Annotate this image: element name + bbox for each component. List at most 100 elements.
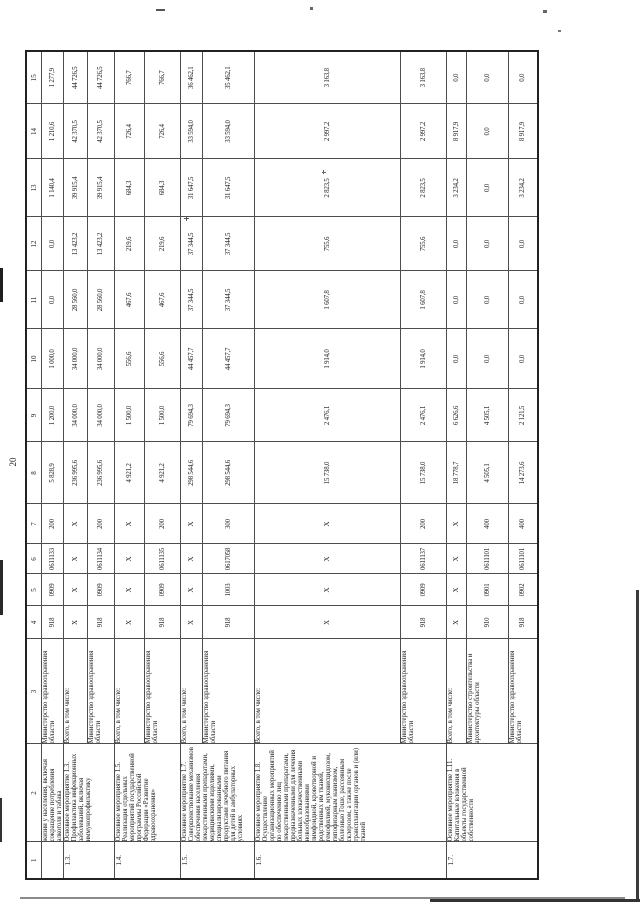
value-cell: 1 000,0 bbox=[41, 329, 63, 389]
value-cell: 1 210,6 bbox=[41, 104, 63, 159]
value-cell: 0,0 bbox=[41, 217, 63, 271]
program-events-table: 1 2 3 4 5 6 7 8 9 10 11 12 13 14 15 жизни у населения, … bbox=[25, 50, 539, 880]
value-cell: 726,4 bbox=[114, 104, 144, 159]
executor-cell: Всего, в том числе: bbox=[180, 639, 202, 744]
code-cell: X bbox=[446, 574, 466, 606]
code-cell: 0611133 bbox=[41, 544, 63, 574]
code-cell: 0909 bbox=[41, 574, 63, 606]
value-cell: 0,0 bbox=[508, 329, 538, 389]
code-cell: 910 bbox=[466, 606, 508, 639]
scan-artifact bbox=[310, 7, 313, 10]
value-cell: 219,6 bbox=[114, 217, 144, 271]
value-cell: 44 726,5 bbox=[87, 51, 114, 104]
value-cell: 34 000,0 bbox=[63, 389, 87, 442]
column-number-cell: 12 bbox=[26, 217, 41, 271]
value-cell: 15 738,0 bbox=[254, 442, 400, 504]
event-name-cell: Основное мероприятие 1.7. Совершенствова… bbox=[180, 744, 254, 842]
value-cell: 35 462,1 bbox=[202, 51, 254, 104]
value-cell: 0,0 bbox=[466, 329, 508, 389]
value-cell: 15 738,0 bbox=[400, 442, 446, 504]
value-cell: 755,6 bbox=[254, 217, 400, 271]
value-cell: 298 544,6 bbox=[202, 442, 254, 504]
value-cell: 556,6 bbox=[144, 329, 180, 389]
code-cell: X bbox=[180, 606, 202, 639]
value-cell: 33 594,0 bbox=[180, 104, 202, 159]
column-number-cell: 8 bbox=[26, 442, 41, 504]
value-cell: 219,6 bbox=[144, 217, 180, 271]
value-cell: 3 234,2 bbox=[446, 159, 466, 217]
value-cell: 2 823,5 bbox=[400, 159, 446, 217]
value-cell: 236 995,6 bbox=[87, 442, 114, 504]
executor-cell: Министерство строительства и архитектуры… bbox=[466, 639, 508, 744]
code-cell: X bbox=[63, 544, 87, 574]
code-cell: X bbox=[180, 574, 202, 606]
code-cell: 400 bbox=[508, 504, 538, 544]
value-cell: 28 560,0 bbox=[87, 271, 114, 329]
code-cell: 0909 bbox=[87, 574, 114, 606]
row-number-cell: 1.4. bbox=[114, 842, 180, 879]
value-cell: 37 344,5 bbox=[180, 271, 202, 329]
code-cell: X bbox=[63, 606, 87, 639]
code-cell: 918 bbox=[87, 606, 114, 639]
value-cell: 4 505,1 bbox=[466, 389, 508, 442]
value-cell: 2 476,1 bbox=[254, 389, 400, 442]
value-cell: 1 200,0 bbox=[41, 389, 63, 442]
value-cell: 1 914,0 bbox=[400, 329, 446, 389]
event-name-cell: Основное мероприятие 1.8. Осуществление … bbox=[254, 744, 446, 842]
value-cell: 766,7 bbox=[144, 51, 180, 104]
scan-artifact bbox=[156, 9, 165, 11]
value-cell: 766,7 bbox=[114, 51, 144, 104]
executor-cell: Министерство здравоохранения области bbox=[87, 639, 114, 744]
code-cell: 200 bbox=[400, 504, 446, 544]
executor-cell: Министерство здравоохранения области bbox=[202, 639, 254, 744]
value-cell: 726,4 bbox=[144, 104, 180, 159]
row-number-cell: 1.5. bbox=[180, 842, 254, 879]
table-row: жизни у населения, включая сокращение по… bbox=[41, 51, 63, 879]
value-cell: 42 370,5 bbox=[63, 104, 87, 159]
value-cell: 4 505,1 bbox=[466, 442, 508, 504]
value-cell: 684,3 bbox=[144, 159, 180, 217]
value-cell: 2 997,2 bbox=[254, 104, 400, 159]
value-cell: 1 500,0 bbox=[144, 389, 180, 442]
value-cell: 4 921,2 bbox=[114, 442, 144, 504]
scan-artifact bbox=[0, 798, 2, 842]
code-cell: X bbox=[114, 606, 144, 639]
code-cell: 918 bbox=[202, 606, 254, 639]
code-cell: 0909 bbox=[144, 574, 180, 606]
value-cell: 42 370,5 bbox=[87, 104, 114, 159]
scan-artifact bbox=[0, 268, 3, 302]
value-cell: 1 277,9 bbox=[41, 51, 63, 104]
executor-cell: Всего, в том числе: bbox=[254, 639, 400, 744]
value-cell: 79 694,3 bbox=[180, 389, 202, 442]
code-cell: X bbox=[114, 504, 144, 544]
scan-artifact bbox=[543, 10, 547, 13]
value-cell: 2 997,2 bbox=[400, 104, 446, 159]
event-name-cell: Основное мероприятие 1.3. Профилактика и… bbox=[63, 744, 114, 842]
code-cell: 0901 bbox=[466, 574, 508, 606]
code-cell: X bbox=[254, 606, 400, 639]
value-cell: 33 594,0 bbox=[202, 104, 254, 159]
code-cell: X bbox=[254, 504, 400, 544]
code-cell: X bbox=[180, 544, 202, 574]
value-cell: 36 462,1 bbox=[180, 51, 202, 104]
table-row: 1.7. Основное мероприятие 1.11. Капитальн… bbox=[446, 51, 538, 879]
event-name-cell: Основное мероприятие 1.11. Капитальные в… bbox=[446, 744, 538, 842]
scan-artifact bbox=[323, 170, 324, 174]
value-cell: 8 917,9 bbox=[508, 104, 538, 159]
scan-artifact bbox=[636, 590, 639, 902]
value-cell: 0,0 bbox=[446, 217, 466, 271]
code-cell: 0611137 bbox=[400, 544, 446, 574]
code-cell: X bbox=[446, 544, 466, 574]
value-cell: 8 917,9 bbox=[446, 104, 466, 159]
value-cell: 3 163,8 bbox=[254, 51, 400, 104]
value-cell: 2 823,5 bbox=[254, 159, 400, 217]
executor-cell: Всего, в том числе: bbox=[114, 639, 144, 744]
code-cell: X bbox=[114, 574, 144, 606]
event-name-cell: Основное мероприятие 1.5. Реализация отд… bbox=[114, 744, 180, 842]
value-cell: 13 423,2 bbox=[63, 217, 87, 271]
value-cell: 18 778,7 bbox=[446, 442, 466, 504]
value-cell: 39 915,4 bbox=[87, 159, 114, 217]
value-cell: 0,0 bbox=[508, 271, 538, 329]
value-cell: 34 000,0 bbox=[87, 389, 114, 442]
